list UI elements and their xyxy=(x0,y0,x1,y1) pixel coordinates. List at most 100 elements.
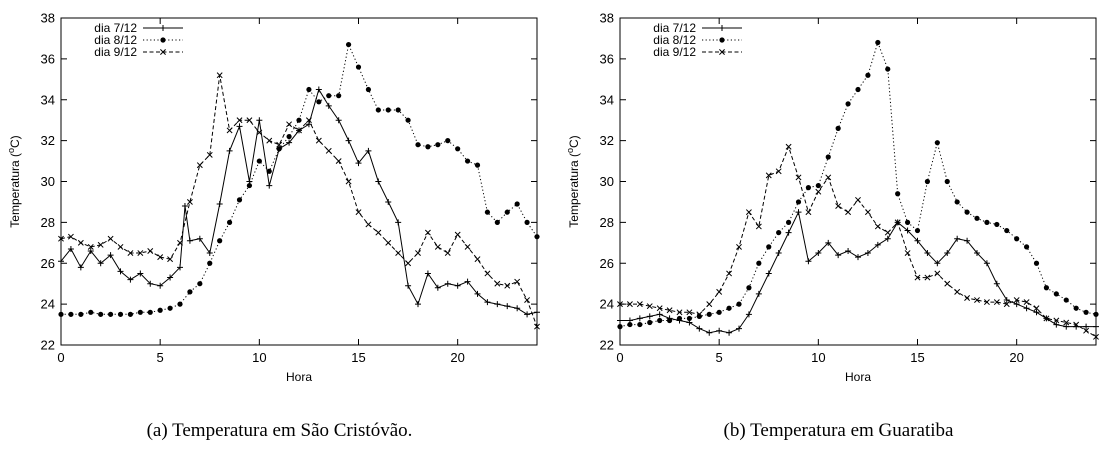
data-point xyxy=(666,307,673,314)
data-point xyxy=(504,303,511,310)
data-point xyxy=(157,307,163,313)
data-point xyxy=(425,144,431,150)
legend-marker xyxy=(719,49,725,55)
data-point xyxy=(656,305,663,312)
data-point xyxy=(454,231,461,238)
data-point xyxy=(785,219,792,225)
data-point xyxy=(484,209,491,215)
x-tick-label: 20 xyxy=(450,350,464,365)
data-point xyxy=(177,264,183,271)
y-tick-label: 26 xyxy=(41,256,55,271)
data-point xyxy=(855,86,861,93)
data-point xyxy=(924,274,931,281)
data-point xyxy=(345,178,352,185)
data-point xyxy=(167,256,174,263)
data-point xyxy=(924,250,931,257)
data-point xyxy=(385,239,392,246)
data-point xyxy=(884,235,891,242)
data-point xyxy=(87,247,94,254)
data-point xyxy=(1093,323,1099,330)
data-point xyxy=(157,254,164,261)
data-point xyxy=(127,250,134,256)
data-point xyxy=(325,102,332,109)
data-point xyxy=(815,250,822,257)
legend-marker xyxy=(160,25,166,31)
x-tick-label: 5 xyxy=(157,350,164,365)
data-point xyxy=(306,86,312,93)
data-point xyxy=(286,139,293,146)
data-point xyxy=(706,329,713,336)
data-point xyxy=(355,209,362,216)
legend-label: dia 9/12 xyxy=(653,45,696,59)
data-point xyxy=(375,178,382,185)
data-point xyxy=(444,280,451,287)
data-point xyxy=(1093,311,1099,317)
data-point xyxy=(894,219,901,226)
data-point xyxy=(266,182,273,189)
data-point xyxy=(1014,236,1020,242)
data-point xyxy=(534,309,540,316)
legend-label: dia 8/12 xyxy=(653,33,696,47)
data-point xyxy=(405,282,412,289)
y-tick-label: 34 xyxy=(600,92,614,107)
data-point xyxy=(1023,305,1030,312)
data-point xyxy=(455,146,461,152)
data-point xyxy=(666,317,673,324)
data-point xyxy=(755,290,762,297)
data-point xyxy=(58,311,64,317)
y-tick-label: 26 xyxy=(600,256,614,271)
legend-label: dia 8/12 xyxy=(94,33,137,47)
data-point xyxy=(864,250,871,257)
data-point xyxy=(1023,299,1030,306)
data-point xyxy=(236,197,243,203)
x-tick-label: 15 xyxy=(910,350,924,365)
data-point xyxy=(626,301,633,308)
data-point xyxy=(875,39,881,46)
data-point xyxy=(504,282,511,289)
legend-marker xyxy=(160,49,166,55)
data-point xyxy=(636,315,643,322)
data-point xyxy=(167,274,174,281)
data-point xyxy=(405,260,412,267)
data-point xyxy=(874,223,881,230)
data-point xyxy=(464,243,471,250)
data-point xyxy=(954,199,960,205)
data-point xyxy=(1023,244,1030,250)
data-point xyxy=(904,219,911,225)
data-point xyxy=(236,123,243,130)
legend-marker xyxy=(719,25,725,31)
data-point xyxy=(1063,319,1070,326)
data-point xyxy=(835,252,842,259)
data-point xyxy=(805,209,812,216)
data-point xyxy=(286,133,292,140)
data-point xyxy=(934,140,940,146)
data-point xyxy=(775,168,782,175)
data-point xyxy=(524,311,531,318)
data-point xyxy=(58,258,64,265)
x-tick-label: 10 xyxy=(811,350,825,365)
data-point xyxy=(716,288,723,295)
series-line xyxy=(61,42,538,315)
data-point xyxy=(325,147,332,154)
data-point xyxy=(217,238,223,244)
data-point xyxy=(266,168,272,174)
y-tick-label: 22 xyxy=(41,338,55,353)
data-point xyxy=(954,235,961,242)
data-point xyxy=(167,305,173,311)
data-point xyxy=(326,93,332,99)
series-line xyxy=(619,40,1097,328)
data-point xyxy=(964,209,970,215)
data-point xyxy=(137,309,143,315)
data-point xyxy=(795,209,802,216)
data-point xyxy=(97,241,104,248)
caption-sao-cristovao: (a) Temperatura em São Cristóvão. xyxy=(146,420,413,441)
legend-label: dia 7/12 xyxy=(653,21,696,35)
data-point xyxy=(445,138,451,144)
data-point xyxy=(647,319,653,326)
data-point xyxy=(474,256,481,263)
data-point xyxy=(256,129,263,136)
data-point xyxy=(335,158,342,165)
x-tick-label: 0 xyxy=(57,350,64,365)
data-point xyxy=(206,151,213,158)
data-point xyxy=(365,221,372,228)
